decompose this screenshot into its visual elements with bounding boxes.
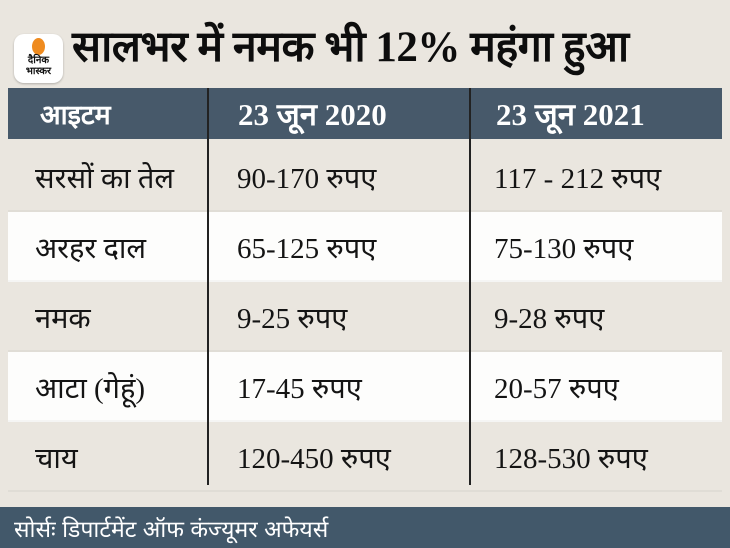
price-2020-cell: 120-450 रुपए: [237, 442, 391, 475]
table-row: नमक 9-25 रुपए 9-28 रुपए: [8, 282, 722, 352]
column-divider: [207, 88, 209, 485]
item-name-cell: चाय: [35, 442, 78, 475]
item-name-cell: सरसों का तेल: [35, 162, 175, 195]
logo-wordmark-line2: भास्कर: [25, 65, 52, 77]
price-2020-cell: 90-170 रुपए: [237, 162, 377, 195]
source-bar: सोर्सः डिपार्टमेंट ऑफ कंज्यूमर अफेयर्स: [0, 507, 730, 548]
table-row: अरहर दाल 65-125 रुपए 75-130 रुपए: [8, 212, 722, 282]
column-header-date-2020: 23 जून 2020: [238, 96, 387, 132]
table-row: चाय 120-450 रुपए 128-530 रुपए: [8, 422, 722, 492]
column-header-date-2021: 23 जून 2021: [496, 96, 645, 132]
table-row: आटा (गेहूं) 17-45 रुपए 20-57 रुपए: [8, 352, 722, 422]
table-header-row: आइटम 23 जून 2020 23 जून 2021: [8, 88, 722, 139]
page-title: सालभर में नमक भी 12% महंगा हुआ: [72, 23, 629, 71]
price-2020-cell: 9-25 रुपए: [237, 302, 348, 335]
price-2021-cell: 75-130 रुपए: [494, 232, 634, 265]
logo-wordmark: दैनिक भास्कर: [25, 55, 52, 77]
price-2021-cell: 117 - 212 रुपए: [494, 162, 662, 195]
price-2021-cell: 20-57 रुपए: [494, 372, 619, 405]
sun-icon: [32, 38, 45, 55]
item-name-cell: नमक: [35, 302, 91, 335]
logo-wordmark-line1: दैनिक: [27, 55, 50, 66]
source-text: सोर्सः डिपार्टमेंट ऑफ कंज्यूमर अफेयर्स: [14, 515, 329, 542]
price-2021-cell: 128-530 रुपए: [494, 442, 648, 475]
item-name-cell: आटा (गेहूं): [35, 372, 146, 405]
column-header-item: आइटम: [40, 100, 111, 130]
price-2020-cell: 65-125 रुपए: [237, 232, 377, 265]
price-table: आइटम 23 जून 2020 23 जून 2021 सरसों का ते…: [8, 88, 722, 492]
price-2020-cell: 17-45 रुपए: [237, 372, 362, 405]
column-divider: [469, 88, 471, 485]
title-bar: दैनिक भास्कर सालभर में नमक भी 12% महंगा …: [0, 0, 730, 88]
price-2021-cell: 9-28 रुपए: [494, 302, 605, 335]
item-name-cell: अरहर दाल: [35, 232, 147, 265]
dainik-bhaskar-logo: दैनिक भास्कर: [14, 34, 63, 83]
table-row: सरसों का तेल 90-170 रुपए 117 - 212 रुपए: [8, 142, 722, 212]
table-body: सरसों का तेल 90-170 रुपए 117 - 212 रुपए …: [8, 142, 722, 492]
